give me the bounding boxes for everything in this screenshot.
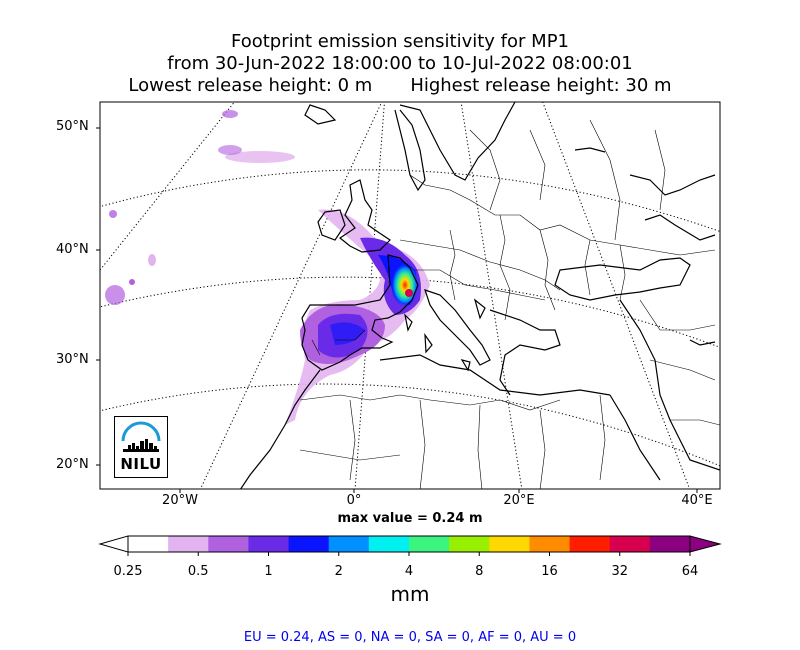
colorbar-segment <box>248 536 290 552</box>
colorbar-segments <box>128 536 691 552</box>
colorbar-segment <box>328 536 370 552</box>
nilu-logo-graphic <box>121 421 161 452</box>
plot-title: Footprint emission sensitivity for MP1 <box>230 31 569 52</box>
plot-time-range: from 30-Jun-2022 18:00:00 to 10-Jul-2022… <box>167 53 633 74</box>
colorbar-segment <box>168 536 209 552</box>
colorbar-segment <box>489 536 531 552</box>
lon-label-20w: 20°W <box>162 493 198 508</box>
coastlines <box>239 102 720 489</box>
colorbar-tick-label: 1 <box>264 564 273 579</box>
nilu-logo: NILU <box>114 416 168 478</box>
colorbar-units: mm <box>390 582 430 606</box>
colorbar-segment <box>368 536 410 552</box>
colorbar-segment <box>288 536 330 552</box>
axis-ticks <box>96 127 698 493</box>
colorbar-segment <box>529 536 571 552</box>
colorbar-tick-label: 2 <box>334 564 343 579</box>
lat-label-20n: 20°N <box>56 457 89 472</box>
graticule <box>100 102 720 489</box>
lat-label-50n: 50°N <box>56 119 89 134</box>
lat-label-40n: 40°N <box>56 242 89 257</box>
region-totals: EU = 0.24, AS = 0, NA = 0, SA = 0, AF = … <box>243 630 577 645</box>
lon-label-20e: 20°E <box>503 493 535 508</box>
lat-label-30n: 30°N <box>56 352 89 367</box>
colorbar-segment <box>569 536 611 552</box>
colorbar-tick-label: 0.25 <box>113 564 143 579</box>
colorbar-segment <box>208 536 250 552</box>
colorbar-segment <box>609 536 651 552</box>
map-frame <box>99 101 721 490</box>
nilu-logo-text: NILU <box>120 455 162 473</box>
colorbar-tick-label: 16 <box>541 564 558 579</box>
lon-label-40e: 40°E <box>681 493 713 508</box>
colorbar-min-arrow <box>98 535 129 553</box>
colorbar-segment <box>409 536 450 552</box>
colorbar-max-arrow <box>689 535 722 553</box>
lon-label-0: 0° <box>346 493 362 508</box>
highest-release-height: Highest release height: 30 m <box>410 75 672 96</box>
max-value-label: max value = 0.24 m <box>337 511 483 526</box>
sensitivity-field <box>105 110 430 425</box>
colorbar-segment <box>128 536 169 552</box>
colorbar-segment <box>649 536 691 552</box>
colorbar-segment <box>449 536 490 552</box>
colorbar-tick-label: 0.5 <box>187 564 209 579</box>
lowest-release-height: Lowest release height: 0 m <box>128 75 373 96</box>
colorbar <box>98 535 722 556</box>
colorbar-tick-label: 64 <box>681 564 699 579</box>
colorbar-tick-label: 32 <box>611 564 629 579</box>
map-area <box>100 102 720 489</box>
colorbar-tick-label: 8 <box>475 564 484 579</box>
release-heights: Lowest release height: 0 m Highest releas… <box>0 75 800 97</box>
colorbar-tick-label: 4 <box>404 564 414 579</box>
country-borders <box>299 119 720 489</box>
